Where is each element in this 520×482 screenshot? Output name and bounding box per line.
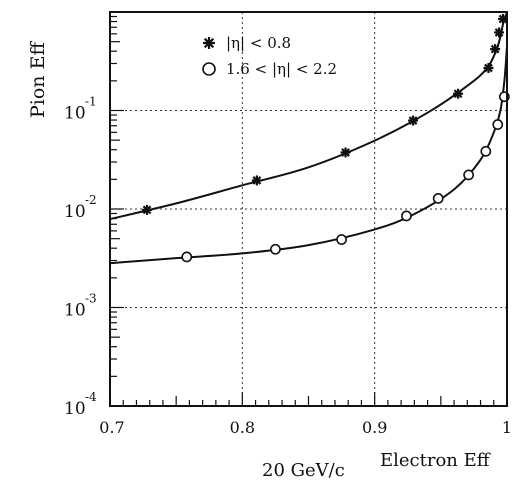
legend-star-glyph — [203, 37, 215, 49]
legend-star-marker — [203, 37, 215, 49]
legend-label-central: |η| < 0.8 — [226, 34, 291, 52]
fit-curves — [109, 11, 508, 265]
circle-marker — [480, 145, 492, 157]
star-marker — [408, 115, 419, 126]
star-marker — [251, 175, 262, 186]
x-tick-label: 1 — [502, 418, 512, 437]
x-tick-label: 0.7 — [99, 418, 124, 437]
grid-lines — [110, 12, 507, 406]
fit-curve-central — [109, 11, 508, 221]
fit-curve-forward — [109, 46, 508, 265]
star-marker — [483, 63, 494, 74]
circle-marker — [401, 210, 412, 222]
y-tick-exponent: -2 — [85, 193, 97, 207]
y-tick-exponent: -3 — [85, 292, 97, 306]
legend-label-forward: 1.6 < |η| < 2.2 — [226, 60, 337, 78]
y-tick-exponent: -1 — [85, 95, 97, 109]
y-tick-label: 10 — [64, 104, 86, 124]
star-marker — [340, 147, 351, 158]
circle-marker — [492, 119, 504, 130]
axis-tick-labels: 0.7 0.8 0.9 110-410-310-210-1 — [64, 95, 512, 438]
y-tick-label: 10 — [64, 399, 86, 419]
legend-circle-marker — [202, 62, 216, 76]
circle-marker — [336, 234, 347, 245]
star-marker — [494, 27, 505, 38]
y-tick-exponent: -4 — [85, 390, 97, 404]
circle-marker — [270, 243, 281, 255]
circle-marker — [432, 193, 444, 204]
x-tick-label: 0.9 — [362, 418, 387, 437]
data-markers — [142, 13, 510, 263]
axis-ticks — [109, 15, 508, 407]
y-axis-title: Pion Eff — [27, 41, 49, 118]
y-tick-label: 10 — [64, 301, 86, 321]
star-marker — [490, 44, 501, 55]
y-tick-label: 10 — [64, 202, 86, 222]
star-marker — [498, 13, 509, 24]
star-marker — [453, 88, 464, 99]
circle-marker — [181, 251, 193, 263]
x-axis-title: Electron Eff — [380, 450, 491, 471]
star-marker — [142, 204, 153, 215]
circle-marker — [463, 169, 475, 181]
legend: |η| < 0.8 1.6 < |η| < 2.2 — [202, 34, 337, 78]
x-tick-label: 0.8 — [230, 418, 255, 437]
legend-circle-glyph — [202, 62, 216, 76]
energy-label: 20 GeV/c — [262, 460, 345, 481]
